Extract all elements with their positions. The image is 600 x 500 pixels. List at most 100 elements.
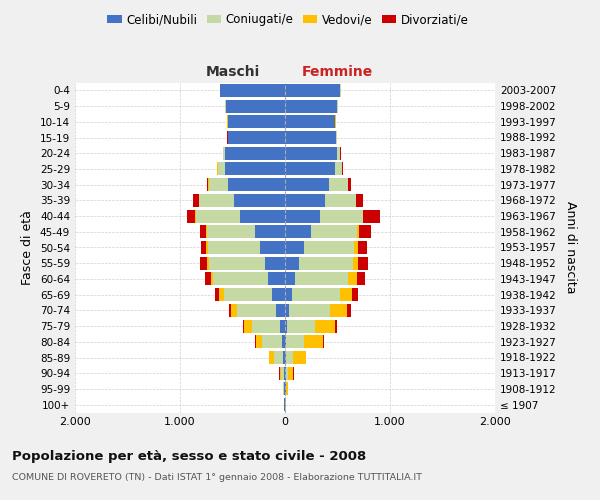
Bar [225,162,285,175]
Bar [358,226,359,238]
Bar [225,147,285,160]
Bar [325,194,356,207]
Bar [255,226,285,238]
Bar [285,178,329,191]
Bar [223,147,225,160]
Bar [359,226,371,238]
Bar [252,320,280,332]
Bar [196,210,240,222]
Bar [187,210,196,222]
Bar [285,382,286,396]
Y-axis label: Fasce di età: Fasce di età [22,210,34,285]
Bar [323,336,324,348]
Bar [354,241,358,254]
Bar [200,257,207,270]
Bar [215,288,220,301]
Bar [284,382,285,396]
Bar [233,194,285,207]
Bar [226,100,285,112]
Bar [280,367,281,380]
Bar [243,320,244,332]
Bar [285,288,292,301]
Bar [329,178,348,191]
Bar [288,367,293,380]
Bar [358,257,368,270]
Bar [285,210,320,222]
Bar [199,194,233,207]
Bar [340,288,352,301]
Bar [240,210,285,222]
Bar [244,320,252,332]
Bar [285,116,335,128]
Bar [286,336,304,348]
Bar [289,304,329,317]
Bar [265,257,285,270]
Bar [286,351,293,364]
Bar [280,320,285,332]
Bar [285,194,325,207]
Bar [206,241,208,254]
Bar [281,367,284,380]
Bar [206,178,208,191]
Bar [209,178,229,191]
Bar [282,336,285,348]
Bar [286,367,288,380]
Bar [283,382,284,396]
Bar [285,162,335,175]
Bar [285,272,295,285]
Bar [329,304,347,317]
Bar [220,84,285,97]
Bar [260,241,285,254]
Bar [335,320,337,332]
Bar [207,257,209,270]
Bar [272,288,285,301]
Bar [262,336,282,348]
Bar [208,241,260,254]
Bar [336,131,337,144]
Bar [285,351,286,364]
Bar [315,320,335,332]
Bar [228,116,285,128]
Bar [293,351,305,364]
Bar [287,320,315,332]
Bar [232,304,237,317]
Y-axis label: Anni di nascita: Anni di nascita [563,201,577,294]
Bar [213,272,268,285]
Bar [285,241,304,254]
Bar [285,367,286,380]
Bar [255,336,256,348]
Text: Femmine: Femmine [302,64,373,78]
Bar [299,257,353,270]
Bar [227,131,229,144]
Legend: Celibi/Nubili, Coniugati/e, Vedovi/e, Divorziati/e: Celibi/Nubili, Coniugati/e, Vedovi/e, Di… [103,8,473,31]
Bar [224,288,272,301]
Bar [285,84,340,97]
Bar [193,194,199,207]
Bar [358,241,367,254]
Bar [205,272,211,285]
Bar [200,226,206,238]
Bar [285,257,299,270]
Bar [268,272,285,285]
Bar [274,351,283,364]
Bar [356,194,363,207]
Bar [364,210,380,222]
Bar [285,320,287,332]
Bar [292,288,340,301]
Bar [304,241,354,254]
Bar [220,288,224,301]
Text: Maschi: Maschi [205,64,260,78]
Bar [206,226,207,238]
Bar [211,272,213,285]
Bar [285,336,286,348]
Bar [285,226,311,238]
Bar [269,351,274,364]
Text: COMUNE DI ROVERETO (TN) - Dati ISTAT 1° gennaio 2008 - Elaborazione TUTTITALIA.I: COMUNE DI ROVERETO (TN) - Dati ISTAT 1° … [12,472,422,482]
Bar [335,162,343,175]
Bar [284,367,285,380]
Bar [357,272,365,285]
Bar [285,147,337,160]
Bar [237,304,275,317]
Bar [362,210,364,222]
Bar [286,382,288,396]
